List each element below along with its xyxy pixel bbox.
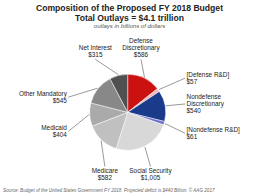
source: Source: Budget of the United States Gove… — [3, 187, 215, 193]
slice-label: [Nondefense R&D]$61 — [187, 126, 241, 140]
slice-label-line: $1,005 — [141, 174, 161, 181]
slice-label: Social Security$1,005 — [129, 167, 172, 181]
slice-label: Net Interest$315 — [79, 44, 112, 58]
slice-label: Other Mandatory$545 — [19, 90, 68, 104]
slice — [110, 74, 128, 112]
slice-label-line: $586 — [134, 51, 149, 58]
title: Total Outlays = $4.1 trillion — [75, 13, 184, 23]
slice-label: Medicare$582 — [92, 167, 119, 181]
labels: DefenseDiscretionary$586 [Defense R&D]$57… — [19, 37, 240, 182]
leader-line — [95, 59, 118, 74]
slice-label-line: $315 — [88, 51, 103, 58]
slice-label-line: Medicare — [92, 167, 119, 174]
leader-line — [68, 115, 89, 132]
slice-label: [Defense R&D]$57 — [187, 71, 230, 85]
slice-label: Medicaid$404 — [41, 124, 67, 138]
leader-line — [141, 59, 145, 77]
slice-label-line: $57 — [187, 78, 198, 85]
leader-line — [166, 104, 185, 106]
title: Composition of the Proposed FY 2018 Budg… — [36, 3, 223, 13]
leader-line — [159, 78, 185, 89]
slice-label-line: $61 — [187, 133, 198, 140]
slice-label-line: Defense — [129, 37, 153, 44]
slice-label: DefenseDiscretionary$586 — [122, 37, 160, 58]
leader-line — [145, 147, 151, 166]
slice-label-line: $540 — [187, 107, 202, 114]
chart: Composition of the Proposed FY 2018 Budg… — [0, 0, 259, 194]
slice-label-line: $582 — [98, 174, 113, 181]
leader-line — [165, 123, 185, 133]
slices — [90, 74, 166, 150]
subtitle: outlays in billions of dollars — [94, 23, 165, 29]
slice-label: NondefenseDiscretionary$540 — [187, 93, 225, 114]
slice-label-line: Net Interest — [79, 44, 112, 51]
slice-label-line: $404 — [53, 131, 68, 138]
slice-label-line: Medicaid — [41, 124, 67, 131]
slice-label-line: $545 — [53, 97, 68, 104]
pie-group: DefenseDiscretionary$586 [Defense R&D]$57… — [19, 37, 240, 182]
leader-line — [68, 88, 97, 97]
slice-label-line: Nondefense — [187, 93, 222, 100]
leader-line — [101, 141, 105, 167]
